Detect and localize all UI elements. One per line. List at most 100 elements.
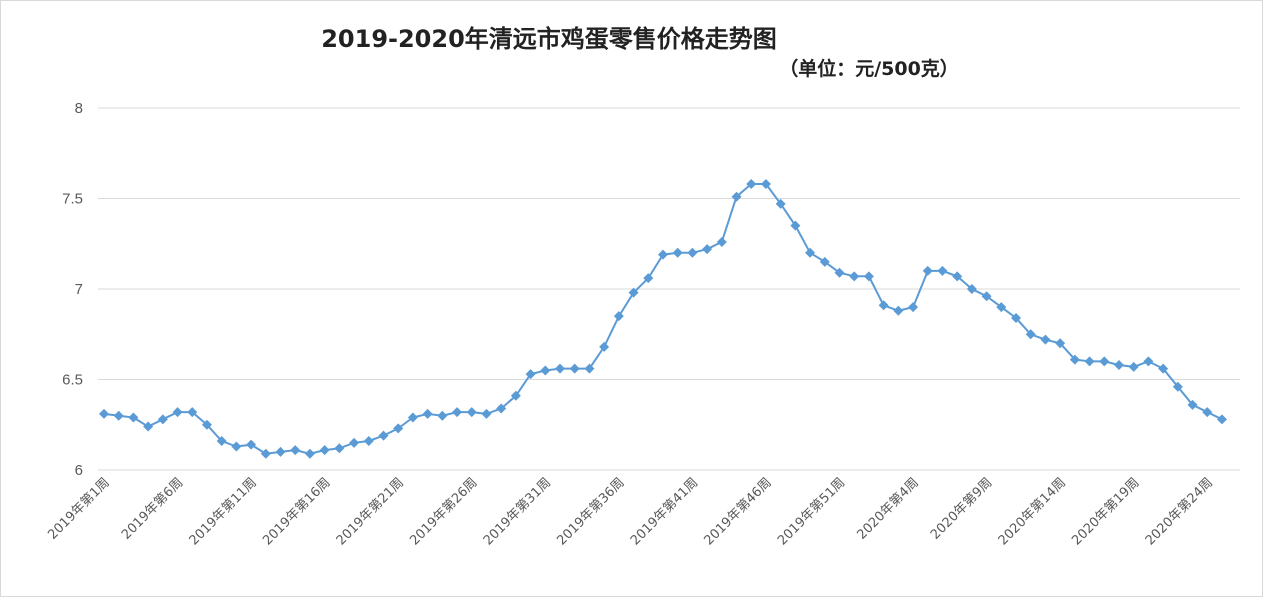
series-line xyxy=(103,183,1223,455)
x-tick-label: 2019年第31周 xyxy=(481,475,554,548)
data-point xyxy=(1128,361,1139,372)
data-point xyxy=(790,220,801,231)
data-point xyxy=(466,407,477,418)
data-point xyxy=(849,271,860,282)
price-series xyxy=(99,179,1227,459)
data-point xyxy=(510,390,521,401)
data-point xyxy=(657,249,668,260)
x-tick-label: 2020年第19周 xyxy=(1069,475,1142,548)
data-point xyxy=(687,247,698,258)
data-point xyxy=(981,291,992,302)
data-point xyxy=(805,247,816,258)
data-point xyxy=(304,448,315,459)
x-tick-label: 2019年第36周 xyxy=(554,475,627,548)
data-point xyxy=(672,247,683,258)
data-point xyxy=(584,363,595,374)
x-tick-label: 2020年第24周 xyxy=(1143,475,1216,548)
data-point xyxy=(1113,360,1124,371)
data-point xyxy=(128,412,139,423)
data-point xyxy=(569,363,580,374)
data-point xyxy=(1040,334,1051,345)
x-tick-label: 2020年第9周 xyxy=(928,475,995,542)
data-point xyxy=(702,244,713,255)
data-point xyxy=(1158,363,1169,374)
x-tick-label: 2019年第6周 xyxy=(119,475,186,542)
data-point xyxy=(863,271,874,282)
y-axis-ticks: 6 6.5 7 7.5 8 xyxy=(62,100,83,479)
data-point xyxy=(452,407,463,418)
data-point xyxy=(613,311,624,322)
y-tick-label: 7.5 xyxy=(62,191,83,208)
data-point xyxy=(716,236,727,247)
data-point xyxy=(1055,338,1066,349)
data-point xyxy=(819,256,830,267)
data-point xyxy=(1216,414,1227,425)
data-point xyxy=(349,437,360,448)
data-point xyxy=(1099,356,1110,367)
data-point xyxy=(260,448,271,459)
data-point xyxy=(952,271,963,282)
data-point xyxy=(422,408,433,419)
data-point xyxy=(731,191,742,202)
data-point xyxy=(1084,356,1095,367)
data-point xyxy=(113,410,124,421)
x-tick-label: 2019年第1周 xyxy=(45,475,112,542)
data-point xyxy=(746,179,757,190)
data-point xyxy=(231,441,242,452)
data-point xyxy=(143,421,154,432)
data-point xyxy=(216,436,227,447)
x-tick-label: 2019年第41周 xyxy=(628,475,701,548)
x-tick-label: 2019年第21周 xyxy=(334,475,407,548)
data-point xyxy=(407,412,418,423)
data-point xyxy=(172,407,183,418)
data-point xyxy=(760,179,771,190)
gridlines xyxy=(98,107,1240,471)
data-point xyxy=(246,439,257,450)
data-point xyxy=(922,265,933,276)
data-point xyxy=(834,267,845,278)
x-tick-label: 2019年第11周 xyxy=(187,475,260,548)
data-point xyxy=(599,341,610,352)
y-tick-label: 8 xyxy=(75,100,83,117)
data-point xyxy=(1025,329,1036,340)
data-point xyxy=(1143,356,1154,367)
data-point xyxy=(187,407,198,418)
data-point xyxy=(937,265,948,276)
data-point xyxy=(319,445,330,456)
data-point xyxy=(393,423,404,434)
data-point xyxy=(1172,381,1183,392)
data-point xyxy=(481,408,492,419)
data-point xyxy=(878,300,889,311)
data-point xyxy=(290,445,301,456)
x-tick-label: 2019年第51周 xyxy=(775,475,848,548)
x-tick-label: 2019年第16周 xyxy=(260,475,333,548)
data-point xyxy=(1202,407,1213,418)
x-tick-label: 2020年第14周 xyxy=(996,475,1069,548)
x-axis-ticks: 2019年第1周 2019年第6周 2019年第11周 2019年第16周 2019年第… xyxy=(45,475,1216,548)
data-point xyxy=(775,198,786,209)
data-point xyxy=(966,284,977,294)
x-tick-label: 2020年第4周 xyxy=(854,475,921,542)
x-tick-label: 2019年第46周 xyxy=(701,475,774,548)
data-point xyxy=(496,403,507,414)
data-point xyxy=(555,363,566,374)
unit-label: （单位：元/500克） xyxy=(779,57,959,80)
data-point xyxy=(157,414,168,425)
data-point xyxy=(540,365,551,376)
data-point xyxy=(525,369,536,380)
data-point xyxy=(643,273,654,284)
data-point xyxy=(628,287,639,298)
data-point xyxy=(893,305,904,316)
data-point xyxy=(201,419,212,430)
data-point xyxy=(1011,312,1022,323)
data-point xyxy=(996,302,1007,313)
data-point xyxy=(1187,399,1198,410)
data-point xyxy=(1069,354,1080,365)
data-point xyxy=(363,436,374,447)
data-point xyxy=(334,443,345,454)
chart-title: 2019-2020年清远市鸡蛋零售价格走势图 xyxy=(321,25,777,53)
data-point xyxy=(378,430,389,441)
x-tick-label: 2019年第26周 xyxy=(407,475,480,548)
